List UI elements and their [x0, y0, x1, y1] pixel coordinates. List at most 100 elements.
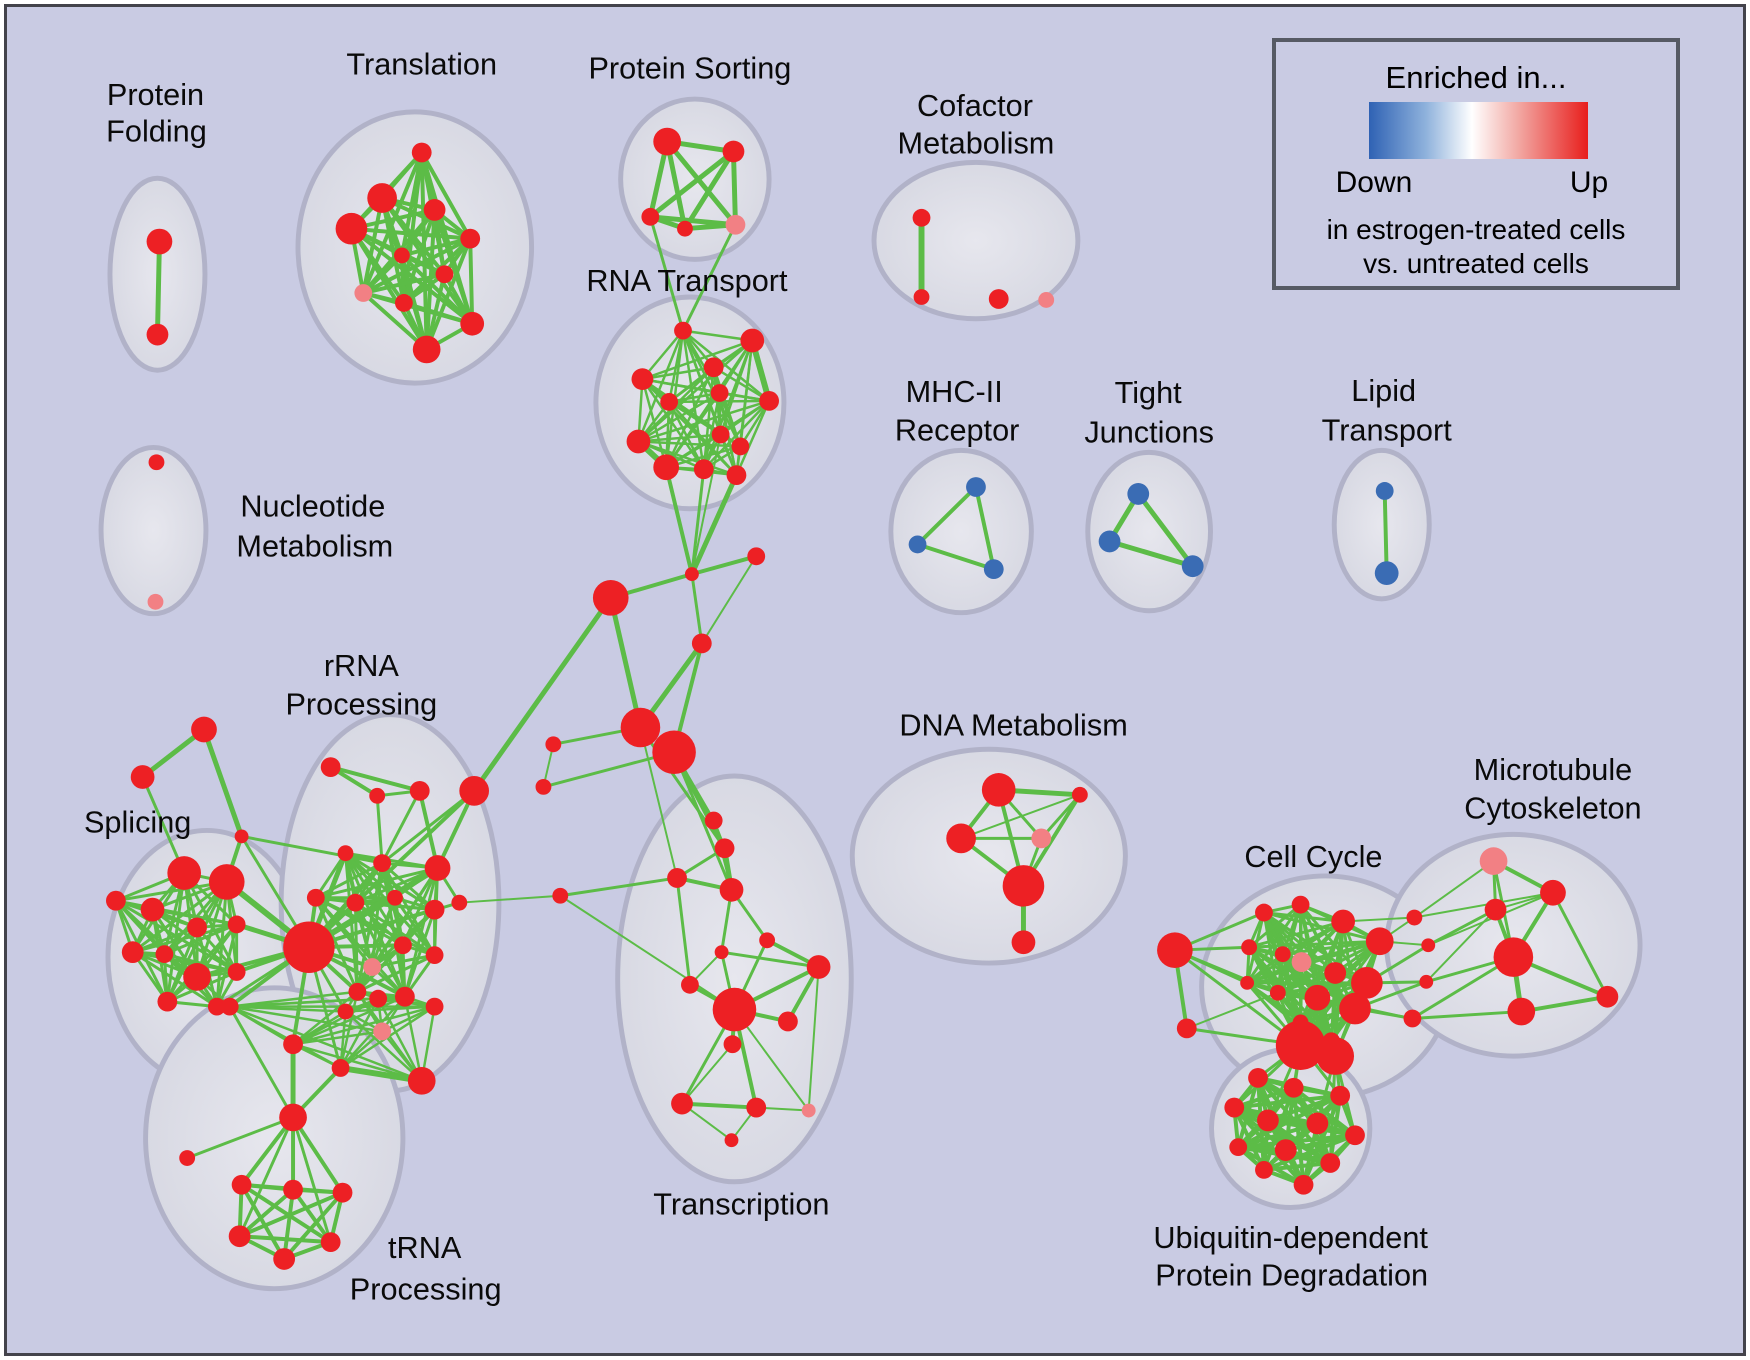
- gene-set-node-red[interactable]: [1351, 967, 1383, 999]
- gene-set-node-red[interactable]: [726, 465, 747, 486]
- gene-set-node-red[interactable]: [335, 212, 368, 245]
- gene-set-node-red[interactable]: [703, 357, 724, 378]
- gene-set-node-red[interactable]: [660, 392, 679, 411]
- gene-set-node-red[interactable]: [740, 328, 765, 353]
- gene-set-node-red[interactable]: [424, 855, 451, 881]
- gene-set-node-red[interactable]: [1229, 1138, 1248, 1157]
- gene-set-node-red[interactable]: [155, 945, 174, 964]
- gene-set-node-red[interactable]: [1157, 932, 1193, 969]
- gene-set-node-red[interactable]: [146, 323, 169, 346]
- gene-set-node-red[interactable]: [227, 963, 246, 981]
- gene-set-node-red[interactable]: [459, 776, 490, 806]
- gene-set-node-red[interactable]: [337, 845, 354, 862]
- gene-set-node-red[interactable]: [220, 997, 239, 1016]
- gene-set-node-red[interactable]: [684, 567, 699, 582]
- gene-set-node-red[interactable]: [693, 459, 714, 480]
- gene-set-node-red[interactable]: [1421, 938, 1436, 953]
- gene-set-node-red[interactable]: [273, 1248, 296, 1270]
- gene-set-node-red[interactable]: [1224, 1097, 1245, 1118]
- gene-set-node-red[interactable]: [306, 888, 325, 907]
- gene-set-node-red[interactable]: [722, 140, 745, 163]
- gene-set-node-red[interactable]: [1257, 1109, 1279, 1132]
- gene-set-node-red[interactable]: [710, 384, 729, 402]
- gene-set-node-red[interactable]: [187, 917, 207, 938]
- gene-set-node-red[interactable]: [412, 335, 441, 364]
- gene-set-node-red[interactable]: [1596, 985, 1619, 1008]
- gene-set-node-red[interactable]: [631, 368, 654, 391]
- gene-set-node-red[interactable]: [1269, 984, 1286, 1001]
- gene-set-node-red[interactable]: [331, 1059, 350, 1077]
- gene-set-node-red[interactable]: [1306, 1112, 1329, 1135]
- gene-set-node-red[interactable]: [731, 437, 750, 456]
- gene-set-node-red[interactable]: [1274, 946, 1291, 963]
- gene-set-node-blue[interactable]: [1181, 555, 1204, 578]
- gene-set-node-red[interactable]: [425, 997, 444, 1016]
- gene-set-node-red[interactable]: [435, 265, 454, 284]
- gene-set-node-red[interactable]: [460, 228, 481, 249]
- gene-set-node-red[interactable]: [946, 823, 976, 854]
- gene-set-node-red[interactable]: [1345, 1125, 1365, 1146]
- gene-set-node-red[interactable]: [1293, 1174, 1314, 1195]
- gene-set-node-red[interactable]: [1275, 1020, 1326, 1070]
- gene-set-node-red[interactable]: [652, 730, 696, 775]
- gene-set-node-red[interactable]: [423, 199, 446, 221]
- gene-set-node-red[interactable]: [674, 321, 692, 340]
- gene-set-node-red[interactable]: [228, 1225, 251, 1248]
- gene-set-node-red[interactable]: [367, 183, 397, 213]
- gene-set-node-red[interactable]: [167, 856, 202, 890]
- gene-set-node-red[interactable]: [912, 208, 931, 227]
- gene-set-node-pink[interactable]: [1291, 952, 1312, 972]
- gene-set-node-red[interactable]: [157, 991, 178, 1012]
- gene-set-node-red[interactable]: [714, 945, 729, 960]
- gene-set-node-red[interactable]: [759, 391, 779, 411]
- gene-set-node-red[interactable]: [981, 773, 1016, 807]
- gene-set-node-red[interactable]: [1365, 927, 1394, 956]
- gene-set-node-red[interactable]: [747, 547, 766, 566]
- gene-set-node-red[interactable]: [283, 921, 335, 973]
- gene-set-node-red[interactable]: [1002, 865, 1045, 907]
- gene-set-node-red[interactable]: [394, 294, 413, 312]
- gene-set-node-red[interactable]: [712, 987, 757, 1032]
- gene-set-node-red[interactable]: [704, 811, 723, 830]
- gene-set-node-red[interactable]: [130, 765, 155, 789]
- gene-set-node-red[interactable]: [711, 425, 730, 444]
- gene-set-node-red[interactable]: [535, 778, 552, 795]
- gene-set-node-red[interactable]: [1339, 992, 1371, 1025]
- gene-set-node-red[interactable]: [667, 868, 687, 888]
- gene-set-node-red[interactable]: [369, 989, 388, 1008]
- gene-set-node-red[interactable]: [913, 289, 930, 305]
- gene-set-node-red[interactable]: [179, 1150, 196, 1166]
- gene-set-node-blue[interactable]: [966, 477, 986, 497]
- gene-set-node-red[interactable]: [409, 780, 430, 801]
- gene-set-node-red[interactable]: [1255, 903, 1273, 922]
- gene-set-node-red[interactable]: [723, 1035, 742, 1054]
- gene-set-node-red[interactable]: [183, 963, 211, 991]
- gene-set-node-blue[interactable]: [1098, 530, 1121, 553]
- gene-set-node-red[interactable]: [121, 941, 144, 964]
- gene-set-node-pink[interactable]: [1031, 828, 1052, 849]
- gene-set-node-red[interactable]: [105, 890, 126, 911]
- gene-set-node-red[interactable]: [191, 716, 217, 743]
- gene-set-node-red[interactable]: [227, 915, 246, 934]
- gene-set-node-red[interactable]: [671, 1092, 693, 1115]
- gene-set-node-red[interactable]: [1241, 939, 1258, 956]
- gene-set-node-red[interactable]: [451, 894, 468, 911]
- gene-set-node-red[interactable]: [653, 127, 682, 156]
- gene-set-node-red[interactable]: [231, 1174, 252, 1195]
- gene-set-node-red[interactable]: [1484, 898, 1507, 921]
- gene-set-node-blue[interactable]: [1127, 483, 1150, 505]
- gene-set-node-red[interactable]: [1331, 909, 1356, 934]
- gene-set-node-red[interactable]: [148, 454, 165, 471]
- gene-set-node-red[interactable]: [140, 897, 165, 922]
- gene-set-node-pink[interactable]: [147, 593, 164, 610]
- gene-set-node-red[interactable]: [346, 893, 365, 912]
- gene-set-node-red[interactable]: [746, 1097, 767, 1118]
- gene-set-node-red[interactable]: [592, 580, 629, 616]
- gene-set-node-red[interactable]: [719, 877, 744, 902]
- gene-set-node-red[interactable]: [1324, 962, 1347, 984]
- gene-set-node-red[interactable]: [1330, 1085, 1351, 1106]
- gene-set-node-blue[interactable]: [983, 559, 1004, 580]
- gene-set-node-red[interactable]: [373, 854, 392, 873]
- gene-set-node-red[interactable]: [691, 633, 712, 654]
- gene-set-node-pink[interactable]: [1479, 847, 1508, 875]
